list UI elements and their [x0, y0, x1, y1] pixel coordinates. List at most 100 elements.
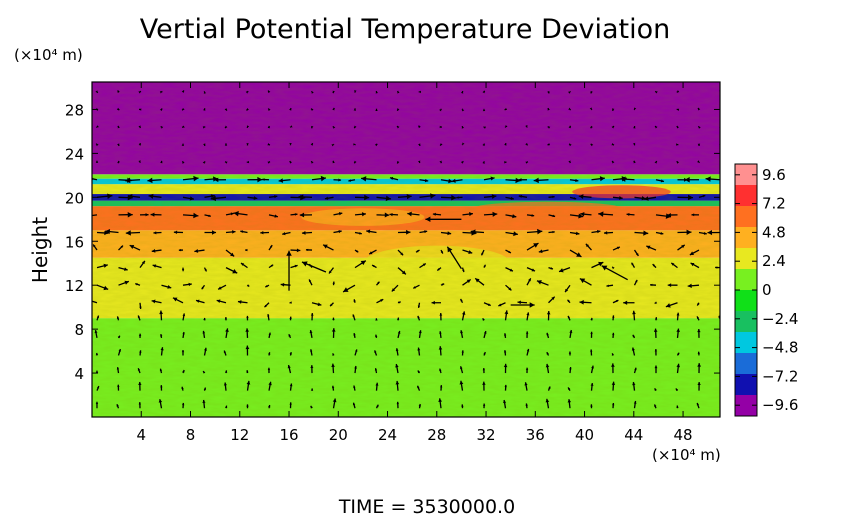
- wind-vector-head: [440, 143, 443, 146]
- colorbar-label: 4.8: [762, 223, 786, 241]
- wind-vector-head: [505, 125, 508, 128]
- wind-vector-head: [653, 328, 658, 332]
- wind-vector-head: [650, 283, 653, 287]
- wind-vector-head: [461, 350, 464, 353]
- wind-vector-head: [289, 161, 293, 164]
- x-tick-label: 48: [674, 426, 693, 444]
- wind-vector-head: [462, 142, 465, 146]
- wind-vector-head: [397, 90, 400, 94]
- colorbar-label: −7.2: [762, 367, 798, 385]
- wind-vector-head: [585, 243, 590, 248]
- x-tick-label: 20: [329, 426, 348, 444]
- wind-vector-head: [193, 175, 199, 182]
- wind-vector-head: [504, 384, 507, 388]
- wind-vector-head: [117, 143, 120, 146]
- wind-vector-head: [591, 365, 594, 369]
- wind-vector-head: [546, 332, 549, 336]
- wind-vector-head: [257, 176, 263, 183]
- wind-vector-head: [448, 178, 453, 184]
- wind-vector-head: [578, 213, 584, 219]
- wind-vector-head: [389, 212, 393, 217]
- wind-vector-head: [138, 125, 141, 128]
- wind-vector-head: [547, 126, 551, 129]
- wind-vector-head: [289, 316, 292, 319]
- wind-vector-head: [590, 331, 593, 334]
- wind-vector-head: [524, 382, 528, 386]
- wind-vector-head: [332, 398, 337, 403]
- wind-vector-head: [395, 348, 399, 352]
- y-tick-label: 24: [65, 145, 84, 163]
- wind-vector-head: [461, 404, 464, 407]
- wind-vector-head: [310, 349, 313, 352]
- wind-vector-head: [697, 363, 702, 367]
- wind-vector-head: [529, 302, 535, 308]
- wind-vector-head: [482, 143, 485, 147]
- wind-vector-head: [203, 347, 207, 351]
- wind-vector-head: [331, 363, 335, 368]
- wind-vector-head: [202, 399, 206, 404]
- heatmap-texture: [92, 82, 720, 417]
- wind-vector-head: [202, 161, 206, 164]
- wind-vector-head: [282, 232, 286, 236]
- wind-vector-head: [139, 350, 142, 353]
- wind-vector-head: [676, 328, 680, 333]
- wind-vector-head: [305, 248, 309, 252]
- wind-vector-head: [270, 264, 274, 268]
- wind-vector-head: [469, 212, 473, 217]
- wind-vector-head: [268, 404, 271, 408]
- wind-vector-head: [376, 404, 379, 408]
- wind-vector-head: [310, 405, 313, 409]
- wind-vector-head: [675, 143, 679, 146]
- wind-vector-head: [240, 230, 244, 234]
- wind-vector-head: [413, 286, 417, 289]
- wind-vector: [92, 300, 98, 304]
- wind-vector-head: [676, 126, 680, 129]
- wind-vector-head: [328, 270, 332, 274]
- wind-vector-head: [182, 402, 185, 406]
- wind-vector-head: [331, 328, 336, 332]
- wind-vector-head: [707, 230, 713, 236]
- wind-vector-head: [246, 160, 250, 164]
- wind-vector-head: [267, 161, 270, 164]
- wind-vector: [721, 285, 726, 288]
- wind-vector-head: [181, 143, 184, 147]
- wind-vector-head: [697, 303, 700, 306]
- wind-vector-head: [417, 347, 421, 351]
- wind-vector-head: [353, 299, 356, 302]
- wind-vector-head: [723, 286, 726, 288]
- wind-vector-head: [702, 194, 706, 198]
- wind-vector-head: [245, 328, 250, 332]
- wind-vector-head: [267, 125, 271, 129]
- wind-vector-head: [116, 107, 120, 111]
- wind-vector-head: [385, 195, 392, 202]
- wind-vector-head: [230, 212, 234, 216]
- wind-vector-head: [416, 250, 419, 253]
- wind-vector-head: [655, 91, 658, 94]
- wind-vector-head: [125, 230, 131, 236]
- wind-vector-head: [151, 299, 156, 304]
- y-axis: 4 8 12 16 20 24 28: [65, 101, 720, 383]
- wind-vector-head: [676, 405, 679, 408]
- wind-vector-head: [632, 334, 635, 338]
- wind-vector-head: [528, 278, 531, 282]
- x-tick-label: 24: [378, 426, 397, 444]
- wind-vector-head: [299, 212, 305, 218]
- wind-vector-head: [96, 125, 99, 128]
- wind-vector-head: [330, 303, 333, 307]
- wind-vector-head: [223, 382, 227, 386]
- wind-vector-head: [320, 175, 327, 182]
- wind-vector-head: [518, 194, 522, 199]
- wind-vector-head: [569, 143, 572, 147]
- wind-vector-head: [641, 196, 646, 201]
- wind-vector-head: [352, 314, 355, 317]
- y-axis-unit: (×10⁴ m): [14, 46, 83, 64]
- wind-vector-head: [482, 368, 486, 371]
- wind-vector-head: [652, 264, 656, 267]
- wind-vector-head: [232, 230, 236, 234]
- wind-vector-head: [352, 402, 356, 406]
- wind-vector-head: [424, 178, 429, 183]
- wind-vector-head: [332, 90, 335, 94]
- wind-vector: [721, 250, 728, 254]
- wind-vector-head: [552, 230, 555, 234]
